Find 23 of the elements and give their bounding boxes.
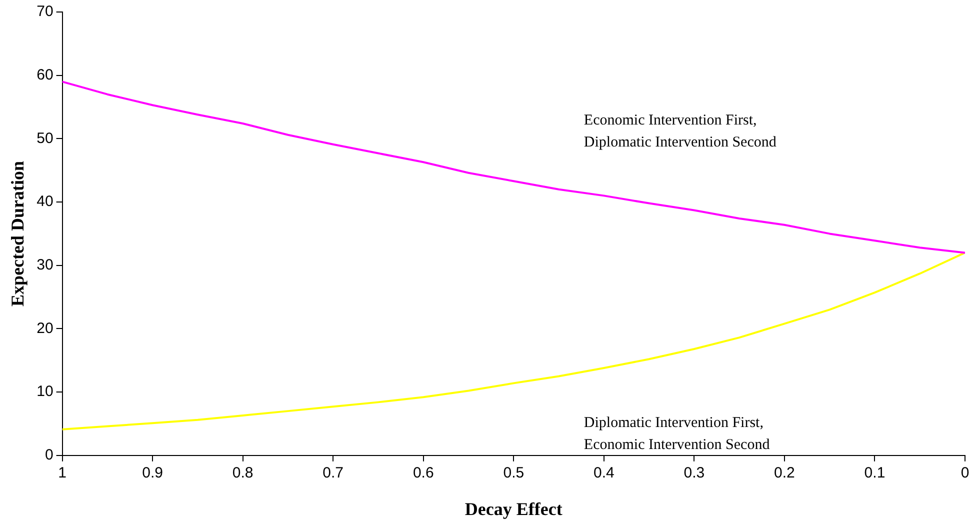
y-axis-title: Expected Duration (7, 160, 28, 306)
x-tick-label: 1 (58, 464, 66, 482)
y-tick-label: 0 (44, 446, 54, 464)
y-tick-label: 50 (36, 130, 54, 147)
text: Diplomatic Intervention First, Economic Intervention Second (584, 414, 770, 453)
x-tick-label: 0.1 (864, 464, 886, 482)
x-axis-title: Decay Effect (464, 498, 562, 519)
x-tick-label: 0 (960, 464, 970, 482)
y-tick-label: 10 (36, 383, 54, 400)
y-tick-label: 60 (36, 66, 54, 84)
x-tick-label: 0.7 (322, 464, 344, 482)
y-tick-label: 30 (36, 256, 54, 274)
x-tick-label: 0.4 (593, 464, 614, 482)
y-tick-label: 20 (36, 320, 54, 337)
x-tick-label: 0.5 (503, 464, 524, 482)
x-tick-label: 0.8 (232, 464, 254, 482)
y-tick-label: 70 (36, 3, 54, 20)
text: Economic Intervention First, Diplomatic Intervention Second (584, 112, 777, 151)
x-tick-label: 0.2 (774, 464, 795, 482)
x-tick-label: 0.6 (412, 464, 434, 482)
y-tick-label: 40 (36, 193, 54, 210)
x-tick-label: 0.9 (142, 464, 163, 482)
x-tick-label: 0.3 (684, 464, 705, 482)
